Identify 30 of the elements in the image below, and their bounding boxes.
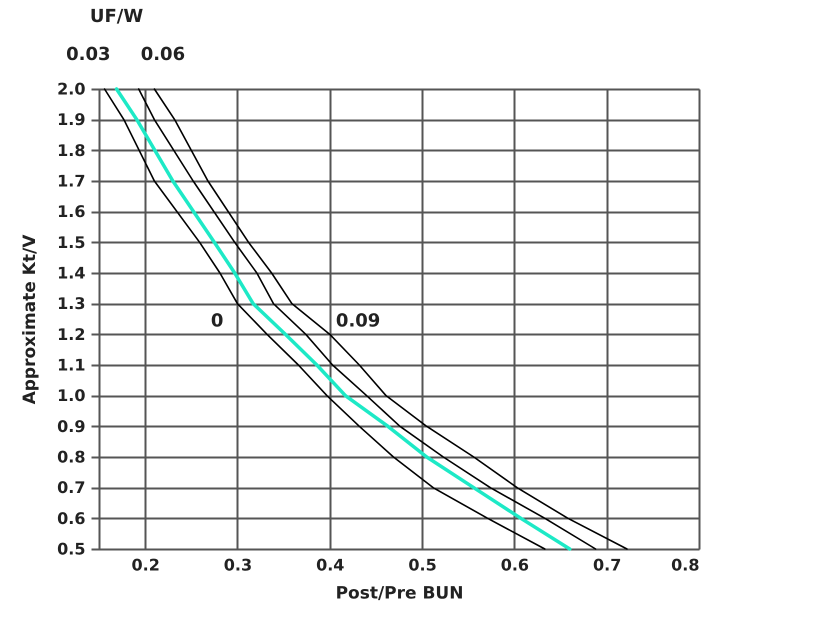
y-tick-label: 0.5 (57, 540, 86, 558)
y-tick-label: 0.8 (57, 448, 86, 466)
x-tick-label: 0.5 (408, 556, 437, 574)
series-label: 0.09 (336, 310, 380, 332)
y-tick-label: 1.0 (57, 386, 86, 406)
y-tick-label: 1.3 (57, 294, 86, 314)
y-tick-label: 1.2 (57, 324, 86, 344)
text: UF/W (90, 6, 144, 27)
x-axis-title: Post/Pre BUN (336, 584, 464, 604)
y-tick-label: 1.6 (57, 202, 86, 222)
y-tick-label: 1.5 (57, 232, 86, 252)
x-tick-label: 0.4 (316, 556, 344, 574)
x-tick-label: 0.2 (131, 556, 160, 574)
y-tick-label: 1.8 (57, 140, 86, 160)
x-tick-label: 0.6 (500, 556, 530, 574)
y-tick-label: 0.7 (57, 478, 86, 498)
series-label: 0.03 (66, 44, 111, 65)
y-tick-label: 1.9 (57, 110, 86, 130)
y-tick-label: 2.0 (57, 80, 86, 98)
y-tick-label: 0.6 (57, 508, 86, 528)
x-tick-label: 0.8 (671, 556, 700, 574)
series-label: 0 (210, 310, 224, 332)
y-axis-title: Approximate Kt/V (20, 234, 40, 404)
y-tick-label: 1.4 (57, 264, 86, 282)
x-tick-label: 0.7 (593, 556, 622, 574)
y-tick-label: 1.1 (57, 356, 86, 374)
x-tick-label: 0.3 (224, 556, 252, 574)
y-tick-label: 1.7 (57, 172, 86, 190)
series-label: 0.06 (140, 44, 186, 65)
y-tick-label: 0.9 (57, 416, 86, 436)
